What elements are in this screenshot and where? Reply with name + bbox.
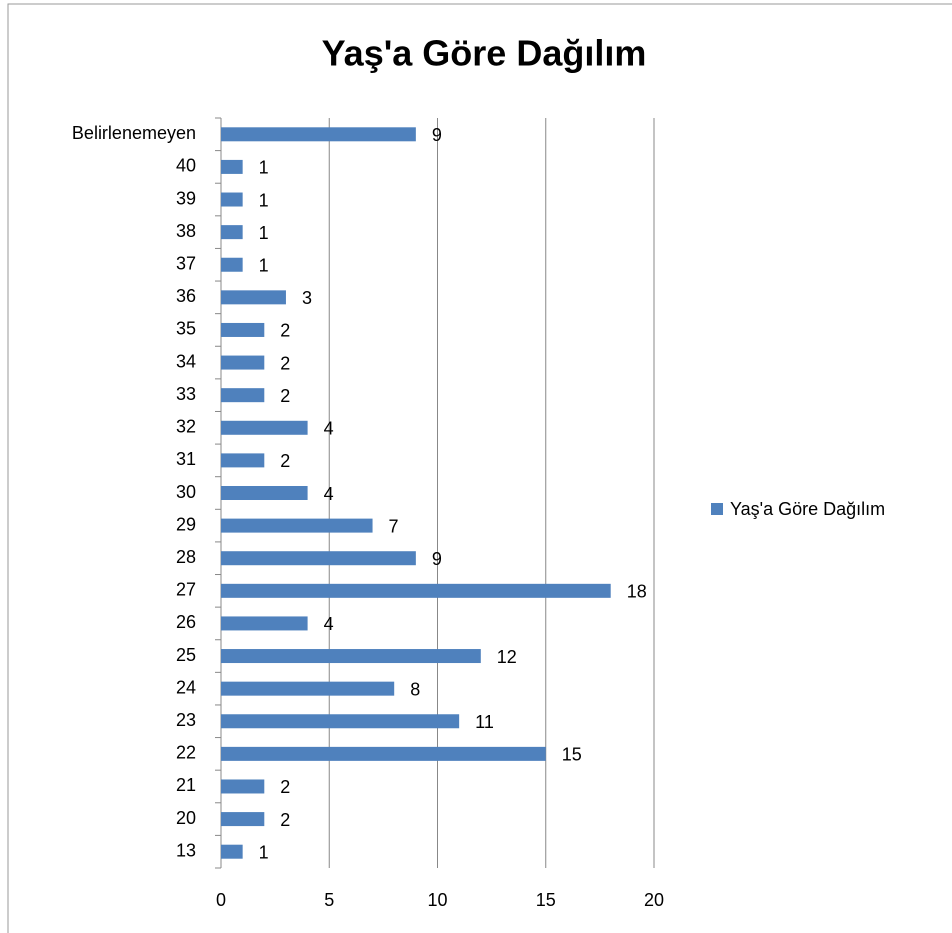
bar bbox=[221, 616, 308, 631]
bar bbox=[221, 681, 395, 696]
data-label: 2 bbox=[280, 353, 290, 373]
y-tick-label: Belirlenemeyen bbox=[72, 123, 196, 143]
data-label: 1 bbox=[259, 158, 269, 178]
bar bbox=[221, 844, 243, 859]
data-label: 15 bbox=[562, 745, 582, 765]
y-tick-label: 13 bbox=[176, 840, 196, 860]
data-label: 4 bbox=[324, 419, 334, 439]
bar bbox=[221, 649, 481, 664]
y-tick-label: 37 bbox=[176, 253, 196, 273]
y-tick-label: 28 bbox=[176, 547, 196, 567]
bar bbox=[221, 518, 373, 533]
y-tick-label: 22 bbox=[176, 743, 196, 763]
bar bbox=[221, 453, 265, 468]
bar bbox=[221, 192, 243, 207]
y-tick-label: 36 bbox=[176, 286, 196, 306]
y-tick-label: 23 bbox=[176, 710, 196, 730]
x-tick-label: 0 bbox=[216, 890, 226, 910]
y-tick-label: 29 bbox=[176, 514, 196, 534]
x-tick-label: 5 bbox=[324, 890, 334, 910]
bar bbox=[221, 257, 243, 272]
data-label: 2 bbox=[280, 386, 290, 406]
y-tick-label: 34 bbox=[176, 351, 196, 371]
y-tick-label: 27 bbox=[176, 580, 196, 600]
data-label: 2 bbox=[280, 321, 290, 341]
bar bbox=[221, 420, 308, 435]
y-tick-label: 38 bbox=[176, 221, 196, 241]
data-label: 3 bbox=[302, 288, 312, 308]
data-label: 12 bbox=[497, 647, 517, 667]
bar bbox=[221, 746, 546, 761]
data-label: 9 bbox=[432, 125, 442, 145]
data-label: 2 bbox=[280, 777, 290, 797]
data-label: 1 bbox=[259, 255, 269, 275]
y-tick-label: 25 bbox=[176, 645, 196, 665]
data-label: 9 bbox=[432, 549, 442, 569]
bar bbox=[221, 812, 265, 827]
bar bbox=[221, 714, 460, 729]
x-tick-label: 10 bbox=[427, 890, 447, 910]
data-label: 1 bbox=[259, 223, 269, 243]
data-label: 2 bbox=[280, 810, 290, 830]
chart-title: Yaş'a Göre Dağılım bbox=[322, 33, 647, 74]
bar bbox=[221, 779, 265, 794]
y-tick-label: 39 bbox=[176, 188, 196, 208]
bar bbox=[221, 551, 416, 566]
y-tick-label: 21 bbox=[176, 775, 196, 795]
chart-frame bbox=[7, 3, 952, 933]
y-tick-label: 26 bbox=[176, 612, 196, 632]
y-tick-label: 30 bbox=[176, 482, 196, 502]
legend-swatch bbox=[711, 503, 723, 515]
bar bbox=[221, 388, 265, 403]
x-tick-label: 15 bbox=[536, 890, 556, 910]
y-tick-label: 31 bbox=[176, 449, 196, 469]
data-label: 1 bbox=[259, 190, 269, 210]
y-tick-label: 24 bbox=[176, 677, 196, 697]
bar bbox=[221, 225, 243, 240]
data-label: 2 bbox=[280, 451, 290, 471]
bar bbox=[221, 127, 416, 142]
data-label: 8 bbox=[410, 679, 420, 699]
y-tick-label: 20 bbox=[176, 808, 196, 828]
data-label: 11 bbox=[475, 712, 494, 732]
data-label: 4 bbox=[324, 484, 334, 504]
data-label: 7 bbox=[389, 516, 399, 536]
data-label: 4 bbox=[324, 614, 334, 634]
y-tick-label: 33 bbox=[176, 384, 196, 404]
legend-label: Yaş'a Göre Dağılım bbox=[730, 499, 885, 519]
bar bbox=[221, 322, 265, 337]
bar bbox=[221, 355, 265, 370]
y-tick-label: 40 bbox=[176, 156, 196, 176]
bar bbox=[221, 159, 243, 174]
data-label: 18 bbox=[627, 582, 647, 602]
bar bbox=[221, 486, 308, 500]
bar bbox=[221, 583, 611, 598]
y-tick-label: 32 bbox=[176, 417, 196, 437]
x-tick-label: 20 bbox=[644, 890, 664, 910]
data-label: 1 bbox=[259, 842, 269, 862]
y-tick-label: 35 bbox=[176, 319, 196, 339]
bar bbox=[221, 290, 286, 305]
